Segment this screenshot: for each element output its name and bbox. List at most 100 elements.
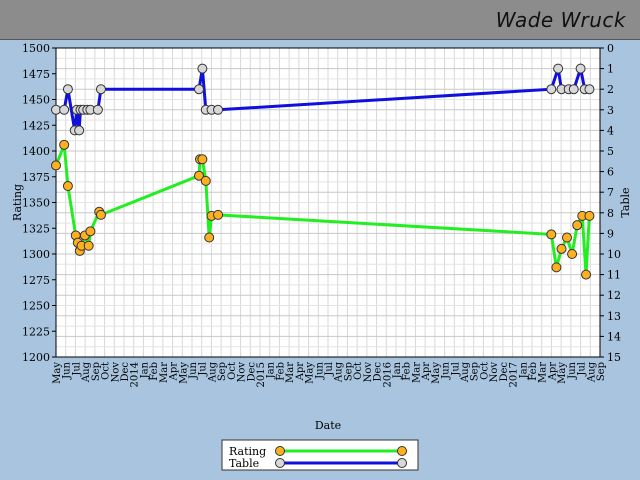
table-point — [213, 104, 224, 115]
legend-box — [221, 439, 419, 471]
y2-tick-label: 6 — [607, 166, 614, 179]
table-point — [62, 84, 73, 95]
rating-point — [51, 160, 61, 171]
y2-tick-label: 11 — [607, 269, 621, 282]
rating-point — [581, 269, 592, 280]
y-tick-label: 1400 — [22, 145, 50, 158]
y2-tick-label: 13 — [607, 310, 621, 323]
x-tick-label: Jun — [314, 361, 325, 379]
y-axis-title: Rating — [11, 184, 24, 221]
table-point — [568, 84, 579, 95]
y-tick-label: 1250 — [22, 300, 50, 313]
x-tick-label: Sep — [217, 362, 228, 381]
y-tick-label: 1350 — [22, 197, 50, 210]
y2-tick-label: 2 — [607, 83, 614, 96]
x-tick-label: Jun — [188, 361, 199, 379]
rating-point — [556, 243, 567, 254]
player-name: Wade Wruck — [495, 8, 626, 32]
x-axis: MayJunJulAugSepOctNovDec2014JanFebMarApr… — [52, 361, 607, 387]
x-tick-label: Mar — [285, 362, 296, 383]
table-point — [92, 104, 103, 115]
x-tick-label: May — [305, 362, 316, 384]
x-tick-label: Aug — [207, 361, 218, 383]
rating-point — [197, 154, 208, 165]
x-tick-label: Jun — [62, 361, 73, 379]
x-tick-label: Jun — [441, 361, 452, 379]
rating-point — [204, 232, 215, 243]
y-tick-label: 1375 — [22, 171, 50, 184]
table-point — [51, 104, 61, 115]
x-tick-label: Sep — [470, 362, 481, 381]
legend-label: Rating — [229, 445, 266, 458]
legend-swatch-marker — [275, 458, 285, 468]
rating-point — [62, 181, 73, 192]
x-tick-label: Aug — [81, 361, 92, 383]
x-tick-label: Apr — [421, 362, 432, 382]
rating-point — [551, 262, 562, 273]
x-tick-label: Sep — [596, 362, 607, 381]
x-tick-label: Dec — [120, 362, 131, 382]
x-tick-label: Mar — [411, 362, 422, 383]
legend-label: Table — [229, 457, 259, 470]
y-axis-left: 1200 1225 1250 1275 1300 1325 1350 1375 1400 1425… — [22, 42, 56, 364]
table-point — [546, 84, 557, 95]
x-tick-label: Feb — [149, 362, 160, 381]
x-axis-title: Date — [315, 419, 341, 432]
legend-swatch-marker — [397, 446, 407, 456]
table-point — [584, 84, 595, 95]
x-tick-label: Jun — [567, 361, 578, 379]
table-point — [553, 63, 564, 74]
rating-point — [572, 220, 583, 231]
x-tick-label: Nov — [110, 362, 121, 383]
x-tick-label: May — [557, 362, 568, 384]
y-tick-label: 1325 — [22, 222, 50, 235]
x-tick-label: Nov — [237, 362, 248, 383]
table-point — [74, 125, 85, 136]
rating-point — [95, 209, 106, 220]
rating-point — [546, 229, 557, 240]
x-tick-label: Jan — [518, 361, 529, 379]
x-tick-label: Jul — [450, 362, 461, 377]
y2-tick-label: 5 — [607, 145, 614, 158]
x-tick-label: Sep — [91, 362, 102, 381]
x-tick-label: Nov — [489, 362, 500, 383]
y2-tick-label: 14 — [607, 330, 621, 343]
legend-swatch-marker — [397, 458, 407, 468]
y2-tick-label: 9 — [607, 227, 614, 240]
x-tick-label: 2017 — [509, 362, 520, 387]
table-point — [95, 84, 106, 95]
x-tick-label: May — [52, 362, 63, 384]
x-tick-label: Dec — [246, 362, 257, 382]
x-tick-label: Oct — [353, 362, 364, 380]
table-point — [575, 63, 586, 74]
grid-lines — [55, 47, 601, 358]
x-tick-label: Mar — [159, 362, 170, 383]
table-point — [197, 63, 208, 74]
x-tick-label: Apr — [295, 362, 306, 382]
rating-point — [561, 232, 572, 243]
x-tick-label: Jul — [324, 362, 335, 377]
x-tick-label: Jan — [266, 361, 277, 379]
rating-point — [85, 226, 96, 237]
table-series — [51, 62, 595, 136]
x-tick-label: Jul — [198, 362, 209, 377]
x-tick-label: Apr — [547, 362, 558, 382]
y2-tick-label: 10 — [607, 248, 621, 261]
rating-point — [59, 139, 70, 150]
x-tick-label: Oct — [101, 362, 112, 380]
y2-axis-title: Table — [619, 187, 632, 217]
rating-point — [567, 249, 578, 259]
x-tick-label: Feb — [528, 362, 539, 381]
x-tick-label: Aug — [586, 361, 597, 383]
x-tick-label: Aug — [334, 361, 345, 383]
x-tick-label: 2014 — [130, 362, 141, 387]
y2-tick-label: 8 — [607, 207, 614, 220]
x-tick-label: Jul — [71, 362, 82, 377]
x-tick-label: Mar — [538, 362, 549, 383]
y-tick-label: 1300 — [22, 248, 50, 261]
x-tick-label: Apr — [169, 362, 180, 382]
x-tick-label: Dec — [499, 362, 510, 382]
